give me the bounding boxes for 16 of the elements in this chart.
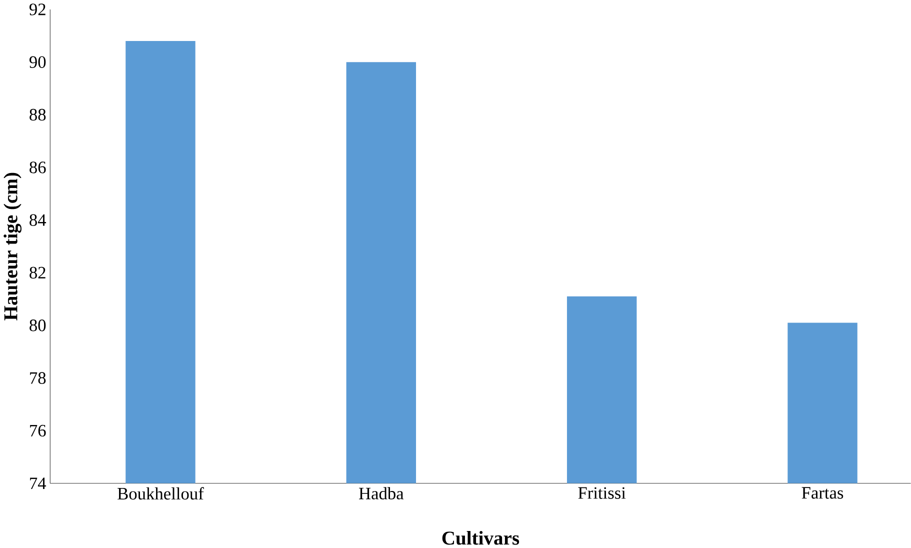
y-tick-label: 90	[30, 56, 46, 68]
x-axis-title: Cultivars	[442, 530, 520, 545]
y-axis-title: Hauteur tige (cm)	[4, 172, 22, 320]
y-tick-label: 76	[30, 424, 46, 436]
y-tick-label: 92	[30, 3, 46, 16]
x-tick-label: Fartas	[802, 486, 844, 499]
y-tick-label: 78	[30, 372, 46, 384]
y-tick-label: 74	[30, 477, 46, 489]
x-tick-label: Hadba	[358, 486, 404, 500]
y-tick-label: 84	[30, 214, 46, 226]
y-tick-label: 80	[30, 319, 46, 332]
x-tick-label: Boukhellouf	[118, 486, 204, 500]
x-tick-label: Fritissi	[578, 486, 626, 499]
y-tick-label: 82	[30, 266, 46, 278]
y-tick-label: 88	[30, 108, 46, 120]
y-tick-label: 86	[30, 161, 46, 174]
